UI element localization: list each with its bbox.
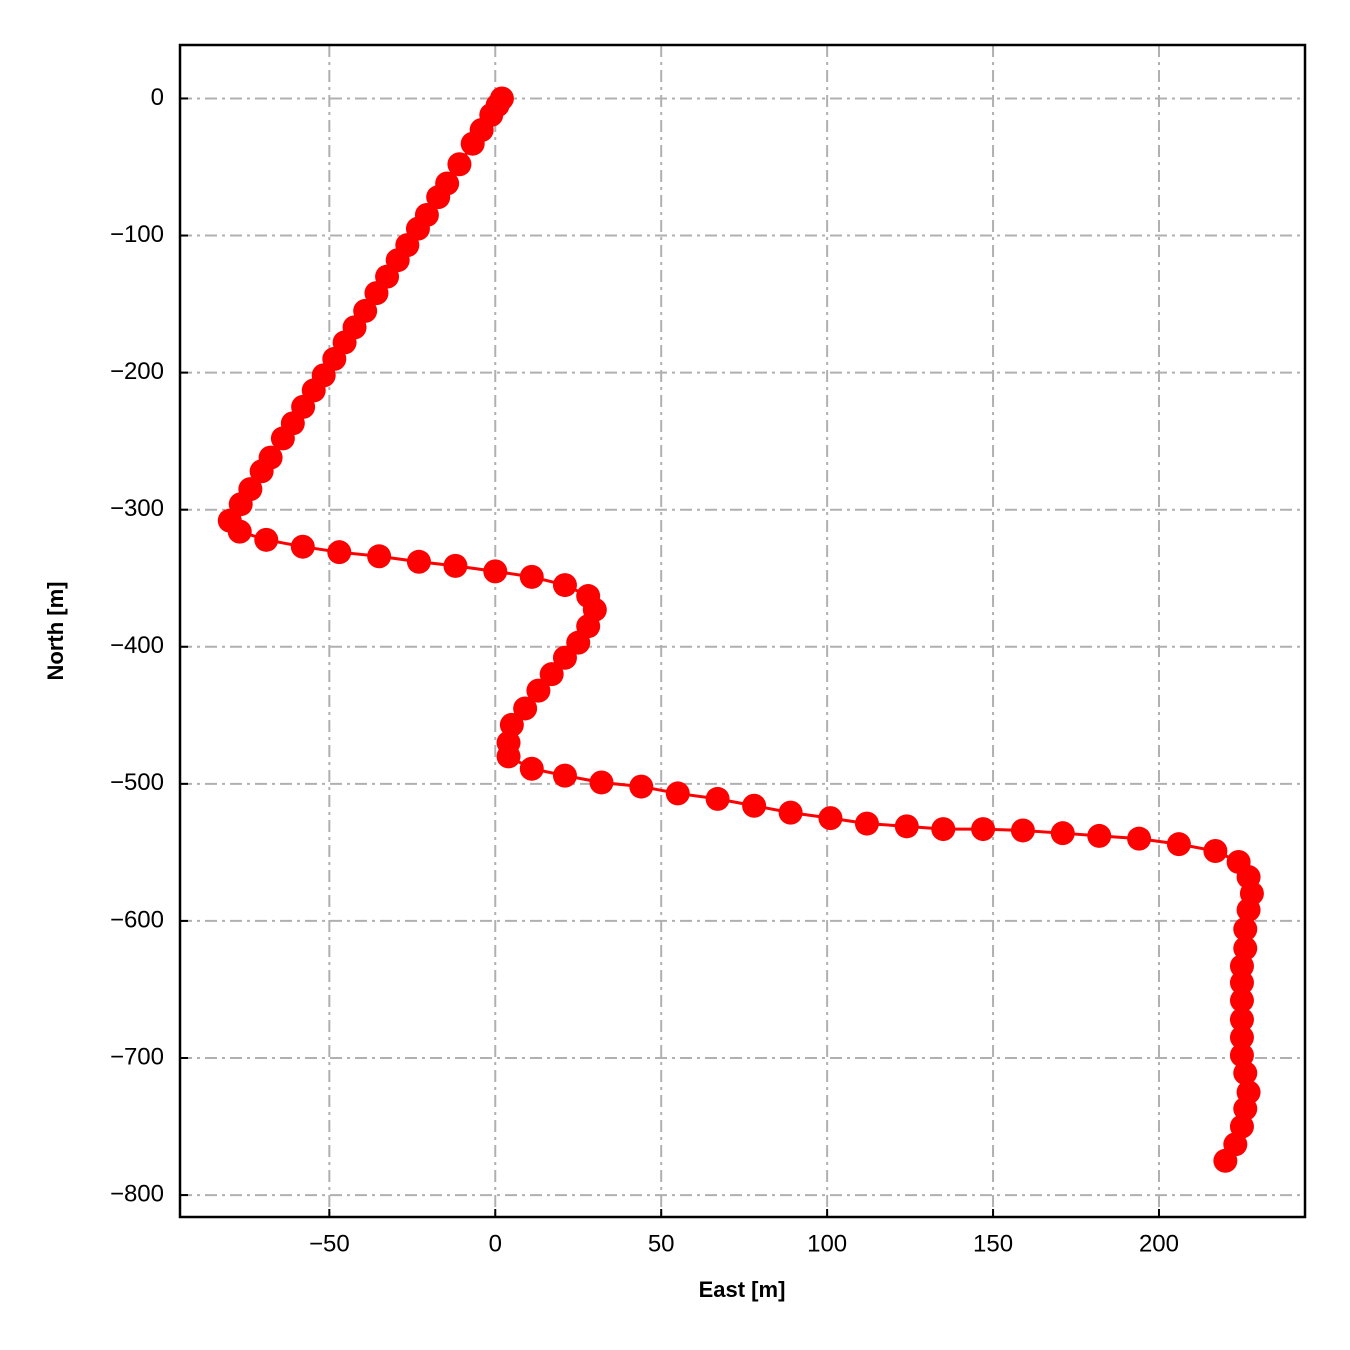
track-point: [443, 553, 468, 578]
track-point: [406, 549, 431, 574]
track-point: [1203, 839, 1228, 864]
track-point: [460, 131, 485, 156]
track-point: [290, 534, 315, 559]
y-tick-label: −100: [110, 221, 164, 248]
y-tick-label: −800: [110, 1180, 164, 1207]
track-point: [496, 744, 521, 769]
track-point: [367, 544, 392, 569]
track-point: [552, 573, 577, 598]
track-point: [539, 662, 564, 687]
track-point: [778, 800, 803, 825]
track-point: [254, 527, 279, 552]
track-point: [1233, 936, 1258, 961]
track-point: [270, 426, 295, 451]
plot-frame: [178, 43, 1307, 1219]
track-point: [483, 559, 508, 584]
track-point: [1233, 1096, 1258, 1121]
track-point: [552, 763, 577, 788]
track-point: [499, 712, 524, 737]
y-tick-label: 0: [151, 84, 164, 111]
track-line: [227, 97, 1254, 1162]
track-point: [705, 786, 730, 811]
track-point: [1229, 988, 1254, 1013]
track-point: [854, 811, 879, 836]
y-tick-label: −600: [110, 906, 164, 933]
x-tick-label: 150: [973, 1230, 1013, 1257]
x-tick-label: −50: [309, 1230, 350, 1257]
track-point: [818, 806, 843, 831]
track-point: [513, 696, 538, 721]
x-axis-label: East [m]: [699, 1277, 786, 1302]
track-point: [526, 678, 551, 703]
track-point: [629, 774, 654, 799]
track-point: [227, 519, 252, 544]
track-point: [249, 459, 274, 484]
track-point: [894, 814, 919, 839]
track-point: [665, 781, 690, 806]
track-point: [1213, 1148, 1238, 1173]
track-point: [327, 540, 352, 565]
track-point: [1050, 821, 1075, 846]
y-tick-label: −700: [110, 1043, 164, 1070]
track-point: [931, 817, 956, 842]
x-tick-label: 0: [489, 1230, 502, 1257]
y-tick-label: −500: [110, 769, 164, 796]
track-point: [1010, 818, 1035, 843]
track-point: [1229, 954, 1254, 979]
track-point: [1233, 917, 1258, 942]
track-point: [364, 281, 389, 306]
y-tick-label: −200: [110, 358, 164, 385]
track-point: [742, 793, 767, 818]
x-tick-label: 50: [648, 1230, 675, 1257]
track-point: [1229, 970, 1254, 995]
track-point: [1229, 1007, 1254, 1032]
x-tick-label: 200: [1139, 1230, 1179, 1257]
y-axis-label: North [m]: [43, 582, 68, 681]
track-point: [519, 756, 544, 781]
track-point: [1233, 1061, 1258, 1086]
track-point: [1236, 897, 1261, 922]
track-point: [971, 817, 996, 842]
x-tick-label: 100: [807, 1230, 847, 1257]
y-tick-label: −400: [110, 632, 164, 659]
track-point: [1127, 826, 1152, 851]
track-point: [447, 152, 472, 177]
y-tick-label: −300: [110, 495, 164, 522]
track-point: [1087, 823, 1112, 848]
track-point: [1229, 1025, 1254, 1050]
track-point: [1166, 832, 1191, 857]
track-point: [1229, 1043, 1254, 1068]
track-point: [552, 645, 577, 670]
track-point: [589, 770, 614, 795]
track-point: [426, 185, 451, 210]
track-point: [519, 564, 544, 589]
